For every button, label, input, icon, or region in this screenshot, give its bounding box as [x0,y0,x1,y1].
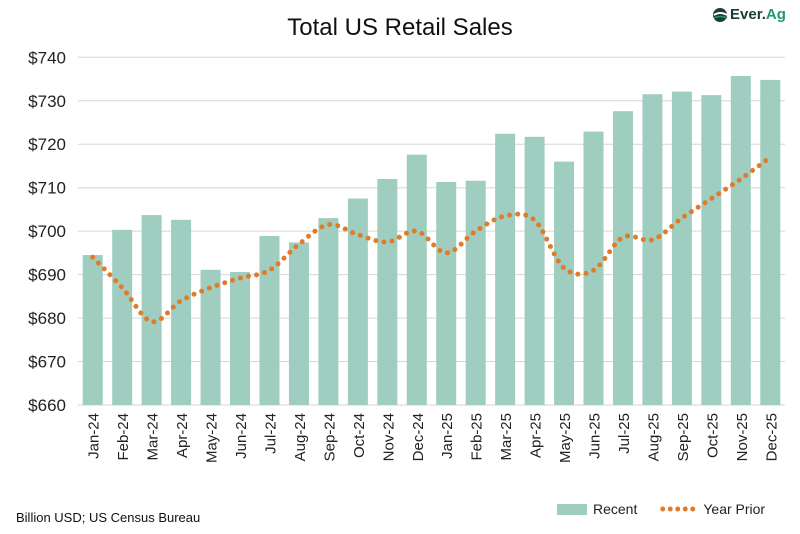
y-tick-label: $670 [28,353,66,372]
x-tick-label: Nov-24 [380,413,397,461]
y-tick-label: $700 [28,222,66,241]
chart-title: Total US Retail Sales [287,14,513,41]
logo-leaf-icon [713,7,728,22]
x-tick-label: Feb-25 [469,413,486,461]
bar-dec-25 [760,79,781,405]
y-tick-label: $680 [28,309,66,328]
x-tick-label: Jan-24 [86,413,103,459]
bar-jan-25 [436,182,457,405]
legend: Recent Year Prior [557,501,765,517]
x-tick-label: Jul-25 [616,413,633,454]
source-note: Billion USD; US Census Bureau [16,510,201,525]
x-tick-label: Mar-25 [498,413,515,461]
bar-oct-24 [347,198,368,405]
x-tick-label: Oct-24 [351,413,368,458]
bar-jul-25 [612,111,633,406]
x-tick-label: Jun-24 [233,413,250,459]
bar-feb-24 [112,229,133,405]
legend-swatch-recent [557,503,587,515]
y-tick-label: $720 [28,135,66,154]
bar-jul-24 [259,235,280,405]
x-tick-label: May-25 [557,413,574,463]
everag-logo: Ever. Ag [712,6,786,23]
logo-text-ag: Ag [765,6,786,23]
bar-sep-25 [671,91,692,405]
bar-aug-24 [288,242,309,405]
x-tick-label: May-24 [204,413,221,463]
legend-label-year-prior: Year Prior [703,501,766,517]
bar-apr-25 [524,136,545,406]
y-tick-label: $690 [28,266,66,285]
bar-feb-25 [465,180,486,405]
legend-label-recent: Recent [593,501,638,517]
x-tick-label: Nov-25 [734,413,751,461]
x-tick-label: Oct-25 [704,413,721,458]
x-tick-label: Mar-24 [145,413,162,461]
x-tick-label: Dec-25 [763,413,780,461]
series-line-year-prior [90,154,773,325]
bar-oct-25 [701,95,722,406]
y-tick-label: $710 [28,179,66,198]
bar-may-24 [200,269,221,405]
bar-mar-25 [495,133,516,405]
bar-dec-24 [406,154,427,405]
x-tick-label: Aug-24 [292,413,309,461]
bar-jun-24 [230,272,251,405]
x-tick-label: Jul-24 [262,413,279,454]
bar-aug-25 [642,94,663,405]
legend-swatch-year-prior [659,506,698,512]
bar-nov-25 [730,75,751,405]
x-tick-label: Feb-24 [115,413,132,461]
x-tick-label: Apr-25 [528,413,545,458]
logo-text-ever: Ever. [730,6,766,23]
x-tick-label: Sep-24 [321,413,338,461]
x-tick-label: Apr-24 [174,413,191,458]
x-tick-label: Sep-25 [675,413,692,461]
bar-sep-24 [318,218,339,405]
y-tick-label: $730 [28,92,66,111]
x-tick-label: Aug-25 [645,413,662,461]
x-tick-label: Dec-24 [410,413,427,461]
bar-nov-24 [377,178,398,405]
bar-may-25 [554,161,575,405]
bar-jan-24 [82,255,103,405]
x-tick-label: Jan-25 [439,413,456,459]
bar-apr-24 [171,219,192,405]
y-tick-label: $660 [28,396,66,415]
bar-mar-24 [141,215,162,405]
x-tick-label: Jun-25 [587,413,604,459]
y-tick-label: $740 [28,48,66,67]
